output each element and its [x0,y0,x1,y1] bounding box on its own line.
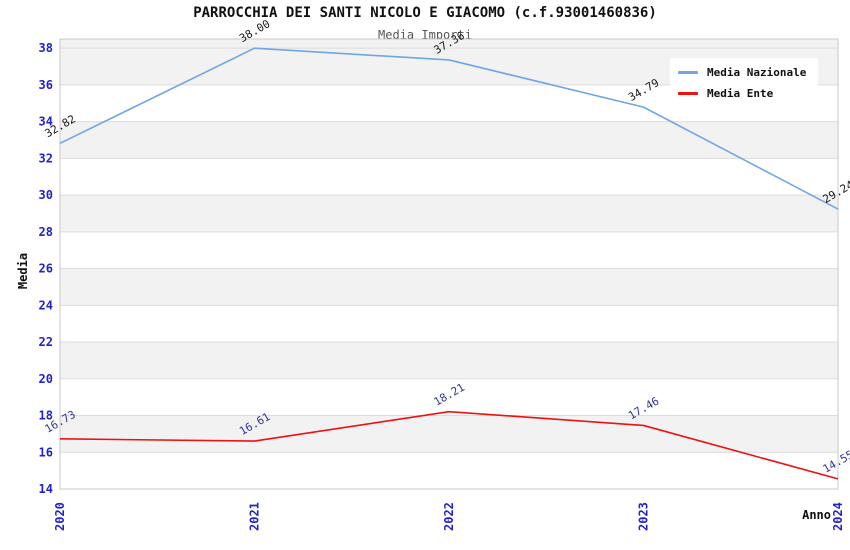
y-tick-label: 34 [39,115,53,129]
x-tick-label: 2021 [248,502,262,531]
legend: Media Nazionale Media Ente [670,58,819,108]
series-line-media-nazionale [59,47,839,210]
x-tick-label: 2024 [831,502,845,531]
legend-swatch-media-nazionale-icon [678,71,698,74]
y-axis-title: Media [16,253,30,289]
plot-band [60,195,838,232]
y-tick-label: 30 [39,188,53,202]
y-tick-label: 14 [39,482,53,496]
y-tick-label: 20 [39,372,53,386]
y-tick-label: 28 [39,225,53,239]
x-tick-label: 2023 [637,502,651,531]
y-tick-label: 38 [39,41,53,55]
legend-label-media-nazionale: Media Nazionale [707,66,807,79]
legend-item-media-ente: Media Ente [678,87,806,100]
plot-band [60,121,838,159]
y-tick-label: 26 [39,262,53,276]
data-label-media-ente: 18.21 [432,381,467,409]
y-tick-label: 18 [39,409,53,423]
y-tick-label: 22 [39,335,53,349]
x-axis-title: Anno [802,508,831,522]
x-tick-label: 2022 [442,502,456,531]
x-tick-label: 2020 [53,502,67,531]
y-tick-label: 24 [39,298,53,312]
series-line-media-ente [59,410,839,480]
legend-swatch-media-ente-icon [678,92,698,95]
y-tick-label: 16 [39,445,53,459]
y-tick-label: 36 [39,78,53,92]
y-tick-label: 32 [39,151,53,165]
plot-frame [59,38,839,490]
legend-label-media-ente: Media Ente [707,87,774,100]
plot-band [60,268,838,306]
legend-item-media-nazionale: Media Nazionale [678,66,806,79]
plot-band [60,415,838,453]
plot-band [60,342,838,379]
chart-title: PARROCCHIA DEI SANTI NICOLO E GIACOMO (c… [193,5,657,21]
